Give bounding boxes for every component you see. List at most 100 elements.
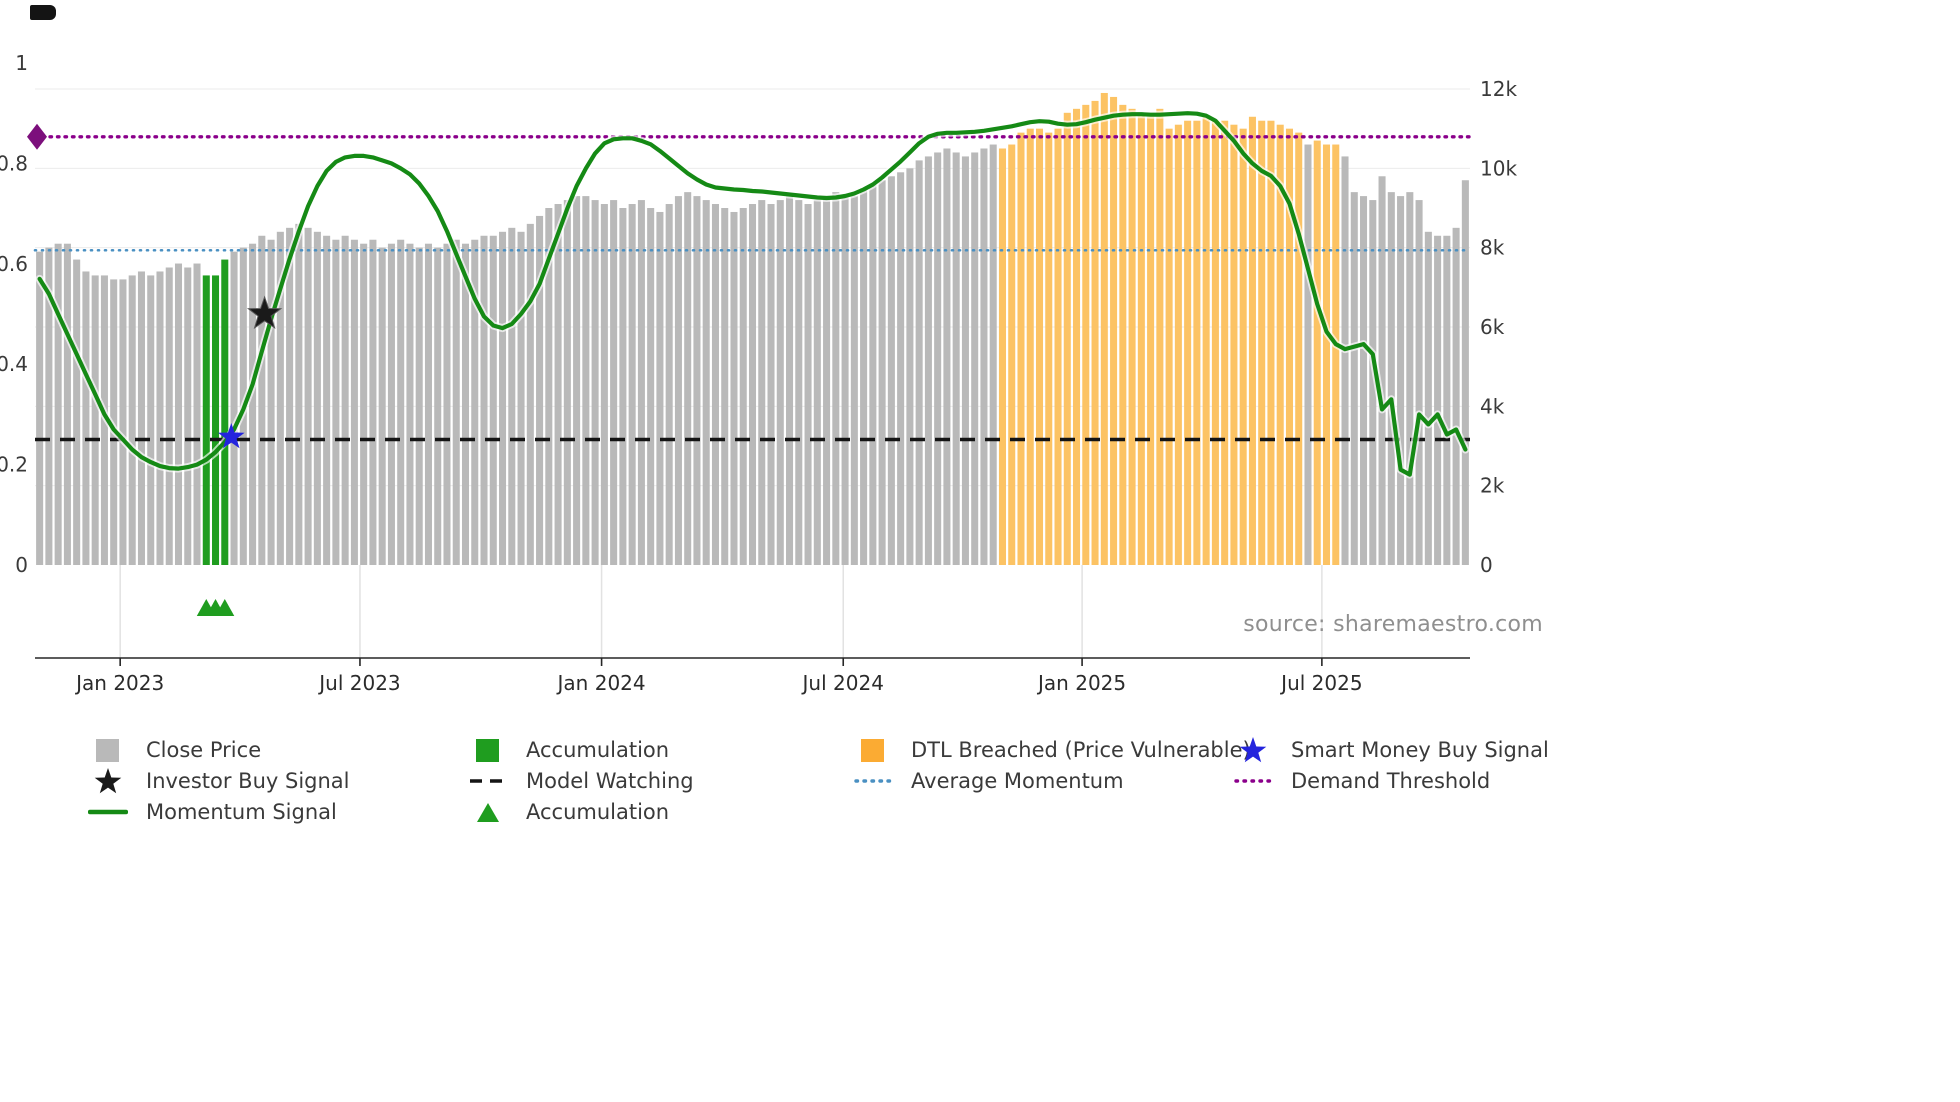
dtl-breached-bar bbox=[1082, 104, 1090, 566]
dtl-breached-bar bbox=[1063, 112, 1071, 566]
close-price-bar bbox=[165, 267, 173, 565]
close-price-bar bbox=[471, 239, 479, 566]
close-price-bar bbox=[1415, 200, 1423, 565]
dtl-breached-bar bbox=[1100, 92, 1108, 565]
left-y-axis: 0 0.2 0.4 0.6 0.8 1 bbox=[0, 51, 28, 577]
close-price-bar bbox=[369, 239, 377, 566]
dtl-breached-bar bbox=[1128, 108, 1136, 565]
x-tick-label: Jan 2025 bbox=[1036, 671, 1126, 695]
close-price-bar bbox=[452, 239, 460, 566]
dtl-breached-bar bbox=[1332, 144, 1340, 565]
x-axis: Jan 2023 Jul 2023 Jan 2024 Jul 2024 Jan 2025… bbox=[35, 657, 1470, 695]
close-price-bar bbox=[804, 204, 812, 565]
close-price-bar bbox=[758, 200, 766, 565]
dtl-breached-bar bbox=[1091, 100, 1099, 566]
dtl-breached-bar bbox=[1017, 132, 1025, 565]
close-price-bar bbox=[360, 243, 368, 565]
dtl-breached-bar bbox=[1156, 108, 1164, 565]
close-price-bar bbox=[295, 223, 303, 565]
close-price-bar bbox=[54, 243, 62, 565]
dtl-breached-bar bbox=[1119, 104, 1127, 566]
close-price-bar bbox=[499, 231, 507, 566]
right-y-tick-label: 2k bbox=[1480, 474, 1505, 498]
close-price-bar bbox=[767, 204, 775, 565]
dtl-breached-bar bbox=[1248, 116, 1256, 566]
close-price-bar bbox=[249, 243, 257, 565]
dtl-breached-bar bbox=[1054, 128, 1062, 566]
close-price-bar bbox=[813, 200, 821, 565]
close-price-bar bbox=[924, 156, 932, 565]
close-price-bar bbox=[267, 239, 275, 566]
close-price-bar bbox=[832, 192, 840, 565]
close-price-bar bbox=[1424, 231, 1432, 566]
accumulation-triangle bbox=[215, 599, 235, 616]
dtl-breached-bar bbox=[1230, 124, 1238, 565]
close-price-bar bbox=[693, 196, 701, 565]
close-price-bar bbox=[63, 243, 71, 565]
dtl-breached-bar bbox=[1322, 144, 1331, 565]
close-price-bar bbox=[128, 275, 136, 565]
close-price-bar bbox=[943, 148, 951, 565]
close-price-bar bbox=[1360, 196, 1368, 565]
close-price-bar bbox=[860, 188, 868, 566]
close-price-bar bbox=[1378, 176, 1386, 565]
demand-threshold-marker bbox=[27, 123, 47, 150]
close-price-bar bbox=[897, 172, 905, 566]
close-price-bar bbox=[517, 231, 525, 566]
close-price-bar bbox=[36, 251, 44, 565]
close-price-bar bbox=[850, 196, 858, 565]
close-price-bar bbox=[1341, 156, 1349, 565]
close-price-bar bbox=[258, 235, 266, 565]
close-price-bar bbox=[350, 239, 358, 566]
close-price-bar bbox=[971, 152, 979, 565]
close-price-bar bbox=[91, 275, 99, 565]
close-price-bar bbox=[406, 243, 414, 565]
x-tick-label: Jan 2024 bbox=[556, 671, 646, 695]
close-price-bar bbox=[424, 243, 432, 565]
dtl-breached-bar bbox=[1211, 120, 1219, 565]
accumulation-bar bbox=[202, 275, 210, 565]
close-price-bar bbox=[378, 247, 386, 566]
close-price-bar bbox=[276, 231, 284, 566]
close-price-bar bbox=[906, 168, 914, 565]
close-price-bar bbox=[721, 208, 729, 565]
close-price-bar bbox=[1369, 200, 1377, 565]
close-price-bar bbox=[600, 204, 608, 565]
momentum-line bbox=[37, 111, 1468, 477]
close-price-bar bbox=[1350, 192, 1358, 565]
close-price-bar bbox=[443, 243, 451, 565]
close-price-bar bbox=[674, 196, 682, 565]
close-price-bar bbox=[684, 192, 692, 565]
close-price-bar bbox=[489, 235, 497, 565]
close-price-bar bbox=[619, 208, 627, 565]
close-price-bar bbox=[573, 196, 581, 565]
close-price-bar bbox=[952, 152, 960, 565]
close-price-bar bbox=[656, 211, 664, 565]
close-price-bar bbox=[536, 215, 544, 565]
right-y-tick-label: 0 bbox=[1480, 553, 1493, 577]
accumulation-triangles bbox=[196, 599, 235, 616]
dtl-breached-bar bbox=[1026, 128, 1034, 566]
smart-money-buy-signal-marker bbox=[218, 423, 245, 449]
close-price-bar bbox=[776, 200, 784, 565]
close-price-bar bbox=[1397, 196, 1405, 565]
close-price-bar bbox=[193, 263, 201, 565]
close-price-bar bbox=[748, 204, 757, 565]
close-price-bar bbox=[332, 239, 340, 566]
x-tick-label: Jan 2023 bbox=[74, 671, 164, 695]
investor-buy-signal-marker bbox=[246, 295, 283, 330]
close-price-bar bbox=[508, 227, 516, 565]
close-price-bar bbox=[878, 180, 886, 566]
dtl-breached-bar bbox=[1008, 144, 1016, 565]
close-price-bar bbox=[1434, 235, 1442, 565]
close-price-bar bbox=[1461, 180, 1469, 566]
close-price-bar bbox=[989, 144, 997, 565]
close-price-bar bbox=[582, 196, 590, 565]
close-price-bar bbox=[915, 160, 923, 565]
close-price-bar bbox=[887, 176, 895, 565]
close-price-bar bbox=[184, 267, 192, 565]
close-price-bar bbox=[387, 243, 395, 565]
close-price-bar bbox=[147, 275, 155, 565]
dtl-breached-bar bbox=[1174, 124, 1182, 565]
